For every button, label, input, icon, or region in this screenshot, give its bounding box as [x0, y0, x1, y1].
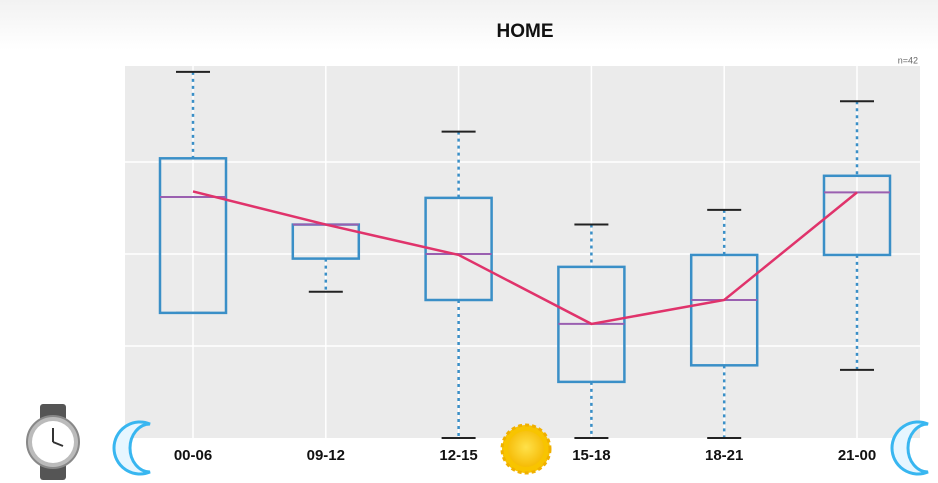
sun-icon [500, 423, 552, 475]
x-tick-label: 15-18 [572, 447, 610, 464]
watch-icon [26, 404, 80, 480]
chart-title: HOME [497, 21, 554, 42]
moon-icon [112, 420, 151, 476]
plot-area [125, 66, 920, 438]
box [158, 157, 228, 315]
annotation: n=42 [898, 55, 918, 65]
header-band [0, 0, 938, 50]
box [822, 174, 892, 257]
x-tick-label: 18-21 [705, 447, 743, 464]
x-tick-label: 09-12 [307, 447, 345, 464]
x-tick-label: 21-00 [838, 447, 876, 464]
x-tick-label: 00-06 [174, 447, 212, 464]
mean-line [192, 190, 858, 326]
box [689, 253, 759, 367]
moon-icon [890, 420, 929, 476]
x-tick-label: 12-15 [439, 447, 477, 464]
box [424, 196, 493, 302]
